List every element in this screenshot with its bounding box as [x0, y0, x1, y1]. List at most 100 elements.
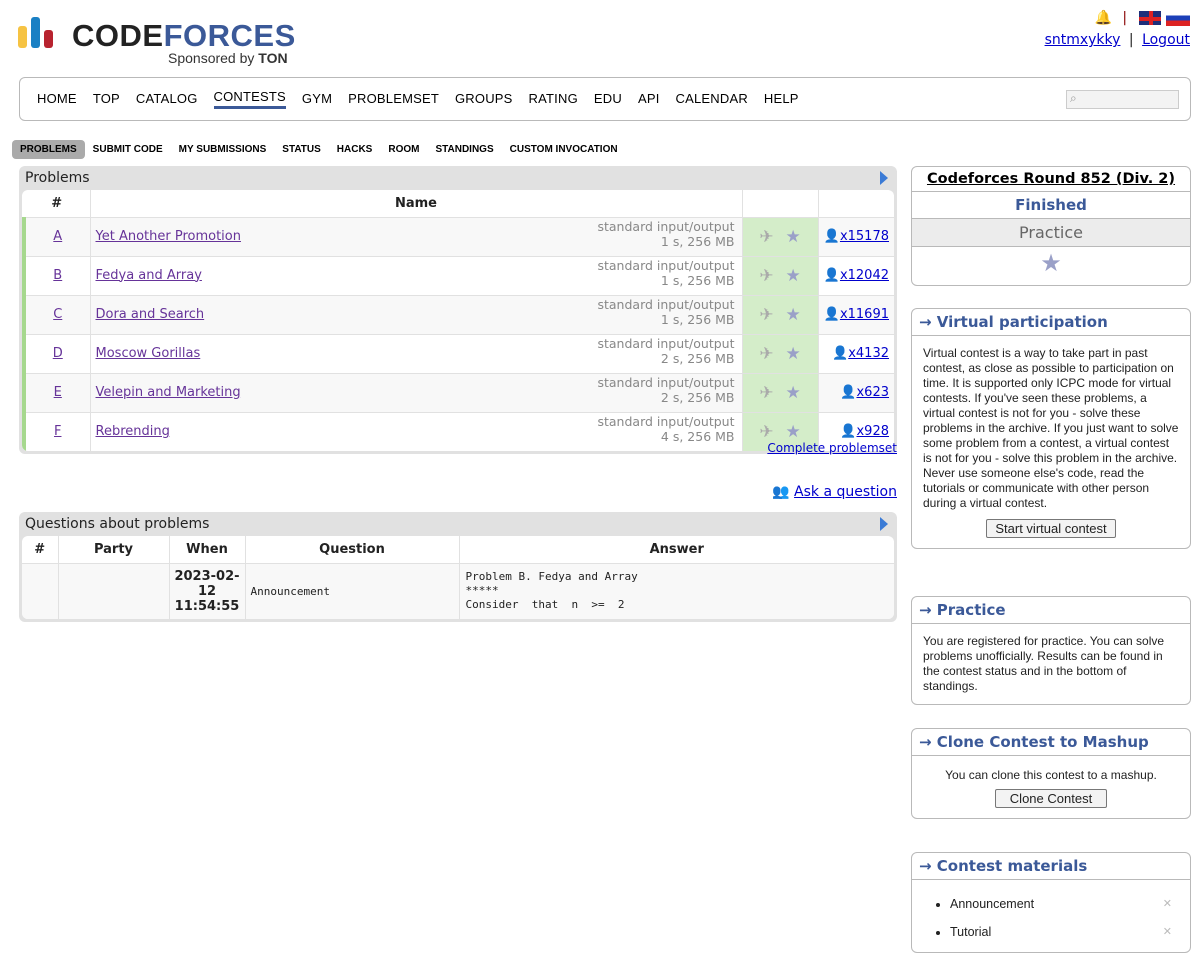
- problem-id-link[interactable]: E: [53, 385, 62, 400]
- favourite-star-icon[interactable]: ★: [785, 265, 801, 286]
- header-when: When: [168, 536, 245, 563]
- submit-paper-plane-icon[interactable]: ✈: [759, 343, 774, 364]
- solved-count-link[interactable]: x623: [856, 385, 889, 400]
- virtual-participation-box: → Virtual participation Virtual contest …: [911, 308, 1191, 549]
- problem-row: A standard input/output 1 s, 256 MB Yet An…: [22, 216, 894, 256]
- problem-row: C standard input/output 1 s, 256 MB Dora a…: [22, 294, 894, 334]
- header-question: Question: [244, 536, 459, 563]
- menu-rating[interactable]: RATING: [528, 90, 578, 106]
- menu-top[interactable]: TOP: [92, 90, 120, 106]
- problem-row: F standard input/output 4 s, 256 MB Rebren…: [22, 411, 894, 451]
- ask-question-link[interactable]: Ask a question: [794, 484, 897, 500]
- contest-materials-box: → Contest materials Announcement✕Tutoria…: [911, 852, 1191, 953]
- problem-limits: standard input/output 4 s, 256 MB: [597, 413, 735, 444]
- virtual-title: → Virtual participation: [912, 309, 1190, 336]
- submit-paper-plane-icon[interactable]: ✈: [759, 226, 774, 247]
- favourite-star-icon[interactable]: ★: [785, 421, 801, 442]
- problem-id-link[interactable]: C: [53, 307, 63, 322]
- submit-paper-plane-icon[interactable]: ✈: [759, 265, 774, 286]
- tab-standings[interactable]: STANDINGS: [435, 144, 494, 155]
- expand-triangle-icon[interactable]: [880, 517, 888, 531]
- submit-paper-plane-icon[interactable]: ✈: [759, 382, 774, 403]
- tab-my-submissions[interactable]: MY SUBMISSIONS: [178, 144, 267, 155]
- solved-count-link[interactable]: x11691: [839, 307, 889, 322]
- clone-contest-box: → Clone Contest to Mashup You can clone …: [911, 728, 1191, 819]
- problem-name-link[interactable]: Fedya and Array: [95, 267, 202, 283]
- complete-problemset-link[interactable]: Complete problemset: [767, 441, 897, 455]
- favourite-star-icon[interactable]: ★: [785, 382, 801, 403]
- contest-tabs: PROBLEMS SUBMIT CODE MY SUBMISSIONS STATUS H…: [12, 140, 626, 159]
- menu-contests[interactable]: CONTESTS: [213, 89, 286, 109]
- username-link[interactable]: sntmxykky: [1044, 32, 1121, 48]
- user-icon: 👤: [840, 385, 857, 400]
- problems-caption: Problems: [25, 170, 90, 186]
- problem-id-link[interactable]: B: [53, 268, 63, 283]
- tab-status[interactable]: STATUS: [282, 144, 321, 155]
- start-virtual-contest-button[interactable]: Start virtual contest: [986, 519, 1116, 538]
- header-answer: Answer: [458, 536, 894, 563]
- menu-edu[interactable]: EDU: [593, 90, 622, 106]
- favourite-star-icon[interactable]: ★: [785, 226, 801, 247]
- problem-row: D standard input/output 2 s, 256 MB Moscow…: [22, 333, 894, 373]
- problem-id-link[interactable]: D: [52, 346, 63, 361]
- problem-limits: standard input/output 2 s, 256 MB: [597, 374, 735, 405]
- expand-triangle-icon[interactable]: [880, 171, 888, 185]
- solved-count-link[interactable]: x928: [856, 424, 889, 439]
- menu-groups[interactable]: GROUPS: [454, 90, 513, 106]
- user-icon: 👤: [823, 268, 840, 283]
- bell-icon[interactable]: 🔔: [1094, 10, 1112, 26]
- problem-id-link[interactable]: F: [54, 424, 62, 439]
- tab-custom-invocation[interactable]: CUSTOM INVOCATION: [509, 144, 618, 155]
- tab-room[interactable]: ROOM: [388, 144, 420, 155]
- questions-caption: Questions about problems: [25, 516, 210, 532]
- menu-help[interactable]: HELP: [763, 90, 799, 106]
- separator: |: [1128, 32, 1134, 48]
- problem-name-link[interactable]: Velepin and Marketing: [95, 384, 241, 400]
- favourite-star-icon[interactable]: ★: [785, 343, 801, 364]
- codeforces-logo[interactable]: CODEFORCES Sponsored by TON: [18, 16, 298, 68]
- menu-calendar[interactable]: CALENDAR: [675, 90, 748, 106]
- russian-flag-icon[interactable]: [1166, 10, 1190, 26]
- favourite-star-icon[interactable]: ★: [785, 304, 801, 325]
- user-icon: 👤: [840, 424, 857, 439]
- question-text: Announcement: [244, 562, 459, 619]
- close-icon[interactable]: ✕: [1162, 898, 1172, 910]
- tab-hacks[interactable]: HACKS: [336, 144, 373, 155]
- problem-limits: standard input/output 1 s, 256 MB: [597, 218, 735, 249]
- problem-limits: standard input/output 1 s, 256 MB: [597, 257, 735, 288]
- tab-problems[interactable]: PROBLEMS: [12, 140, 85, 159]
- english-flag-icon[interactable]: [1137, 10, 1162, 26]
- question-row: 2023-02- 12 11:54:55 Announcement Problem …: [22, 562, 894, 619]
- star-icon[interactable]: ★: [1040, 249, 1062, 277]
- problem-name-link[interactable]: Yet Another Promotion: [95, 228, 241, 244]
- submit-paper-plane-icon[interactable]: ✈: [759, 304, 774, 325]
- practice-text: You are registered for practice. You can…: [923, 634, 1165, 693]
- search-input[interactable]: ⌕: [1066, 90, 1179, 109]
- clone-title: → Clone Contest to Mashup: [912, 729, 1190, 756]
- problems-table: # Name A standard input/output 1 s, 256 MB…: [22, 190, 894, 451]
- menu-gym[interactable]: GYM: [301, 90, 333, 106]
- tab-submit-code[interactable]: SUBMIT CODE: [92, 144, 163, 155]
- material-item[interactable]: Announcement✕: [950, 890, 1190, 918]
- submit-paper-plane-icon[interactable]: ✈: [759, 421, 774, 442]
- menu-api[interactable]: API: [637, 90, 660, 106]
- menu-home[interactable]: HOME: [37, 90, 77, 106]
- problem-name-link[interactable]: Dora and Search: [95, 306, 205, 322]
- problem-name-link[interactable]: Moscow Gorillas: [95, 345, 201, 361]
- solved-count-link[interactable]: x4132: [848, 346, 889, 361]
- main-menu: HOME TOP CATALOG CONTESTS GYM PROBLEMSET GROUP…: [19, 77, 1191, 121]
- clone-contest-button[interactable]: Clone Contest: [994, 789, 1108, 808]
- problem-name-link[interactable]: Rebrending: [95, 423, 170, 439]
- menu-catalog[interactable]: CATALOG: [135, 90, 198, 106]
- clone-text: You can clone this contest to a mashup.: [945, 768, 1157, 782]
- problem-id-link[interactable]: A: [53, 229, 63, 244]
- close-icon[interactable]: ✕: [1162, 926, 1172, 938]
- logout-link[interactable]: Logout: [1142, 32, 1190, 48]
- menu-problemset[interactable]: PROBLEMSET: [348, 90, 439, 106]
- contest-title-link[interactable]: Codeforces Round 852 (Div. 2): [926, 171, 1176, 187]
- solved-count-link[interactable]: x15178: [839, 229, 889, 244]
- solved-count-link[interactable]: x12042: [839, 268, 889, 283]
- ask-question[interactable]: 👥 Ask a question: [772, 484, 897, 500]
- separator: |: [1122, 10, 1128, 26]
- material-item[interactable]: Tutorial✕: [950, 918, 1190, 946]
